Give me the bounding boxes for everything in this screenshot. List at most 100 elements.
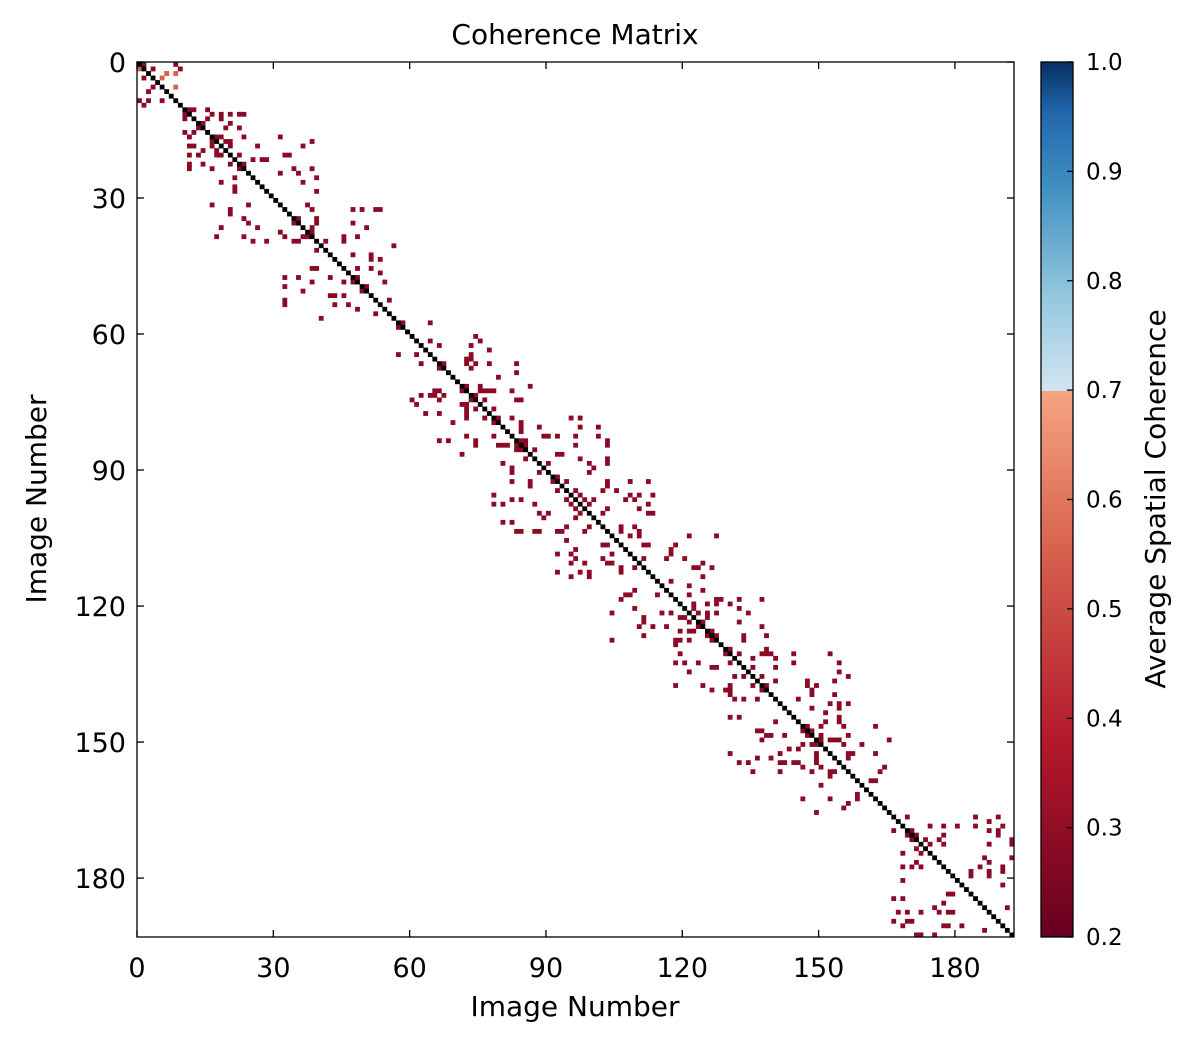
heatmap-cell [945, 909, 951, 915]
heatmap-cell [986, 873, 992, 879]
colorbar-tick-label: 0.9 [1086, 159, 1123, 185]
heatmap-cell [532, 447, 538, 453]
heatmap-cell [514, 370, 519, 376]
heatmap-cell [700, 587, 706, 593]
heatmap-cell [595, 424, 601, 430]
heatmap-cell [386, 297, 392, 303]
heatmap-cell [727, 601, 733, 607]
diagonal-cell [945, 868, 951, 874]
heatmap-cell [786, 746, 792, 752]
heatmap-cell [823, 710, 828, 716]
heatmap-cell [859, 742, 865, 747]
heatmap-cell [986, 841, 992, 847]
heatmap-cell [777, 769, 783, 775]
heatmap-cell [427, 392, 433, 398]
heatmap-cell [909, 837, 915, 843]
heatmap-cell [473, 442, 479, 448]
heatmap-cell [745, 610, 751, 616]
heatmap-cell [845, 732, 851, 738]
heatmap-cell [373, 207, 379, 212]
heatmap-cell [541, 433, 547, 439]
heatmap-cell [141, 75, 147, 81]
heatmap-cell [895, 909, 901, 915]
heatmap-cell [282, 297, 288, 303]
heatmap-cell [686, 533, 692, 539]
diagonal-cell [186, 111, 192, 117]
heatmap-cell [277, 170, 283, 176]
heatmap-cell [514, 397, 519, 403]
heatmap-cell [205, 107, 210, 113]
heatmap-cell [618, 528, 624, 534]
heatmap-cell [246, 220, 251, 226]
heatmap-cell [582, 560, 588, 566]
heatmap-cell [723, 651, 729, 657]
heatmap-cell [545, 510, 551, 516]
heatmap-cell [818, 723, 824, 729]
diagonal-cell [382, 306, 388, 312]
heatmap-cell [1000, 882, 1006, 888]
heatmap-cell [741, 633, 747, 639]
heatmap-cell [968, 868, 974, 874]
diagonal-cell [827, 751, 833, 756]
colorbar-low [1041, 391, 1073, 937]
heatmap-cell [309, 139, 315, 144]
heatmap-cell [673, 642, 679, 648]
heatmap-cell [714, 601, 719, 607]
heatmap-cell [141, 102, 147, 108]
heatmap-cell [186, 152, 192, 158]
heatmap-cell [500, 442, 506, 448]
heatmap-cell [459, 388, 465, 394]
heatmap-cell [573, 488, 579, 493]
diagonal-cell [645, 569, 651, 575]
diagonal-cell [927, 850, 933, 856]
diagonal-cell [396, 320, 401, 326]
heatmap-cell [300, 143, 306, 149]
heatmap-cell [818, 737, 824, 743]
diagonal-cell [286, 211, 292, 217]
heatmap-cell [200, 148, 206, 153]
heatmap-cell [545, 460, 551, 466]
heatmap-cell [764, 732, 769, 738]
heatmap-cell [241, 234, 247, 240]
diagonal-cell [436, 361, 442, 367]
diagonal-cell [650, 574, 656, 580]
heatmap-cell [1009, 855, 1014, 861]
heatmap-cell [555, 528, 560, 534]
heatmap-cell [741, 637, 747, 643]
diagonal-cell [318, 243, 324, 249]
diagonal-cell [750, 674, 756, 679]
heatmap-cell [473, 392, 479, 398]
diagonal-cell [732, 655, 738, 661]
heatmap-cell [741, 696, 747, 702]
colorbar-ticks: 0.2 0.3 0.4 0.5 0.6 0.7 0.8 0.9 1.0 [1067, 50, 1123, 951]
diagonal-cell [845, 769, 851, 775]
heatmap-cell [673, 542, 679, 548]
diagonal-cell [505, 429, 510, 435]
heatmap-cell [491, 501, 497, 507]
diagonal-cell [168, 93, 174, 99]
heatmap-cell [618, 569, 624, 575]
heatmap-cell [445, 438, 451, 444]
heatmap-cell [309, 229, 315, 235]
heatmap-cell [514, 528, 519, 534]
diagonal-cell [291, 216, 297, 221]
diagonal-cell [441, 365, 447, 371]
diagonal-cell [618, 542, 624, 548]
heatmap-cell [841, 742, 847, 747]
heatmap-cell [305, 202, 310, 208]
diagonal-cell [527, 451, 533, 457]
heatmap-cell [727, 751, 733, 756]
heatmap-cell [623, 592, 629, 598]
heatmap-cell [809, 728, 815, 734]
diagonal-cell [232, 157, 238, 163]
heatmap-cell [314, 266, 320, 271]
heatmap-cell [577, 456, 583, 462]
heatmap-cell [705, 615, 710, 620]
heatmap-cell [995, 814, 1001, 820]
heatmap-cell [918, 932, 924, 937]
diagonal-cell [668, 592, 674, 598]
heatmap-cell [627, 592, 633, 598]
heatmap-cell [355, 234, 360, 240]
diagonal-cell [923, 846, 928, 852]
heatmap-cell [559, 528, 565, 534]
